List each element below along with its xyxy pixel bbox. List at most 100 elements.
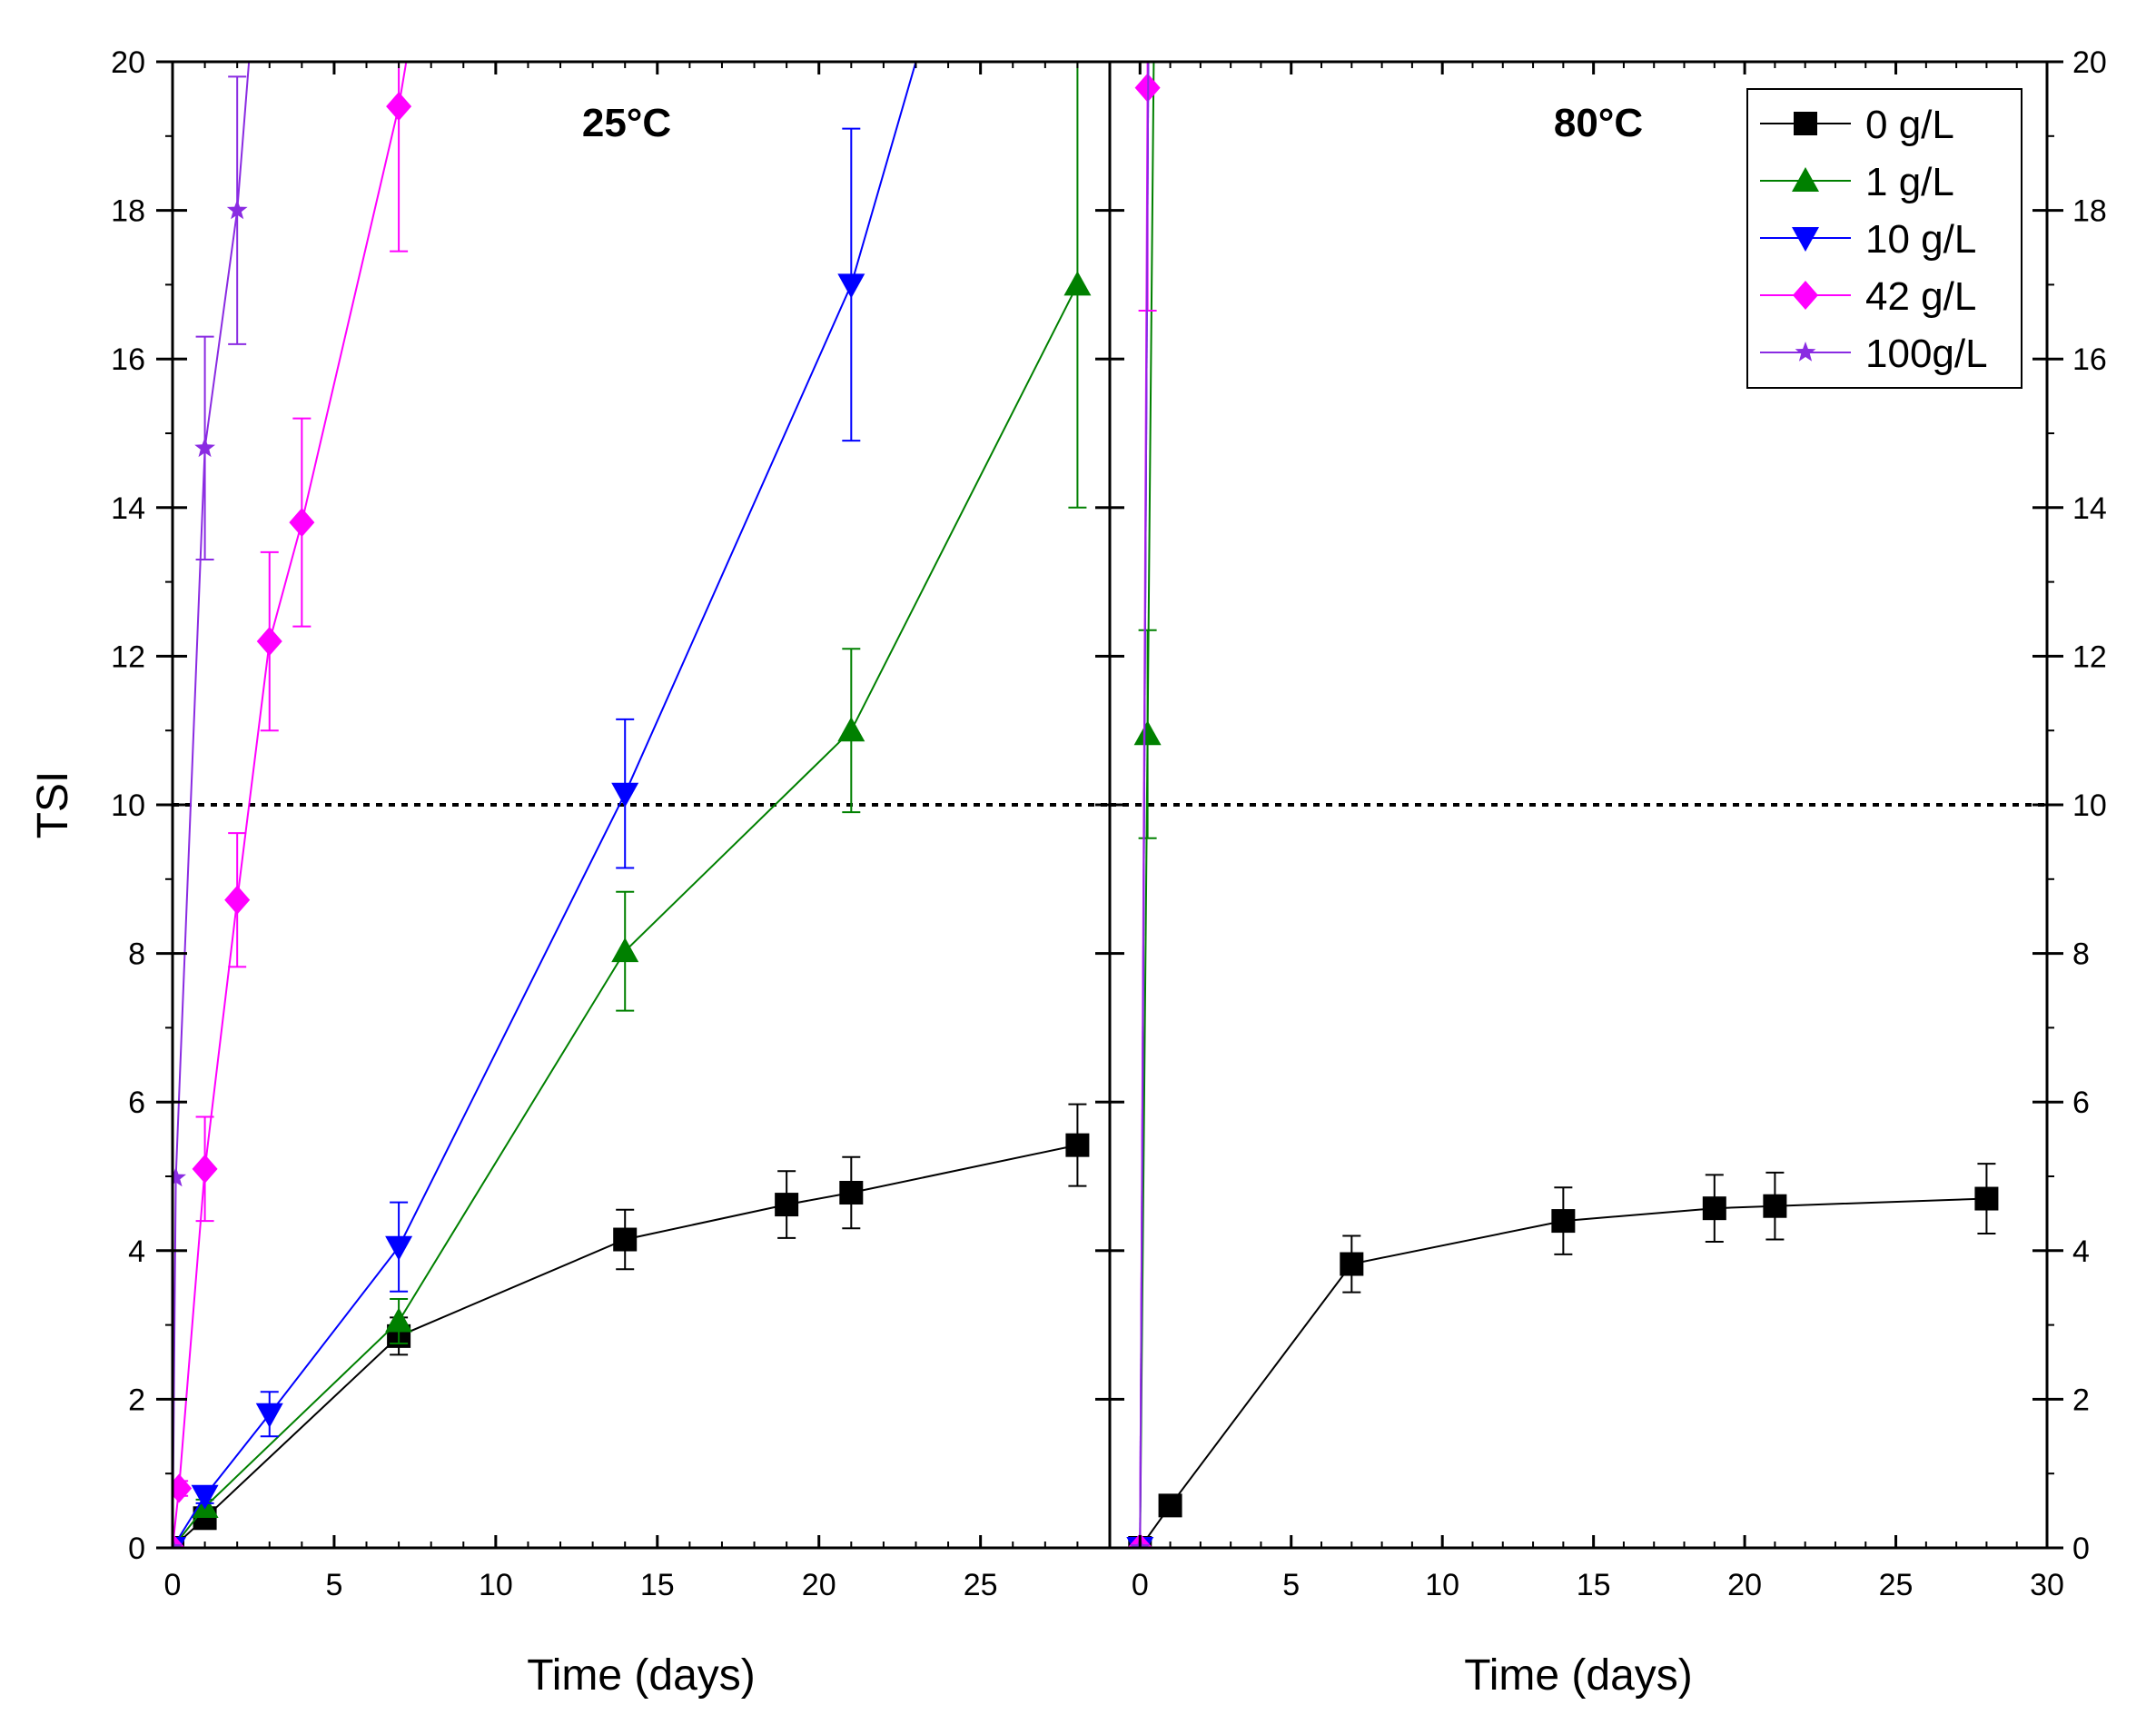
x-tick-label: 25 — [964, 1568, 998, 1602]
y-tick-label: 0 — [128, 1532, 145, 1566]
data-point — [173, 1473, 193, 1503]
y-axis: 0 0 2 2 4 4 6 6 8 8 10 10 12 12 14 14 16 16 18 18 20 20 TSI — [29, 45, 2107, 1566]
y-tick-label-right: 20 — [2072, 45, 2107, 80]
data-point — [173, 1537, 183, 1548]
x-axis-title: Time (days) — [527, 1651, 756, 1700]
data-point — [385, 1235, 413, 1261]
y-tick-label-right: 16 — [2072, 342, 2107, 377]
x-tick-label: 0 — [1132, 1568, 1149, 1602]
series-line — [173, 62, 408, 1548]
x-axis-title: Time (days) — [1464, 1651, 1693, 1700]
legend-marker — [1793, 281, 1818, 310]
data-point — [837, 273, 865, 299]
series-10gl — [173, 62, 917, 1548]
data-point — [256, 627, 282, 657]
y-tick-label-right: 18 — [2072, 194, 2107, 229]
data-point — [1551, 1209, 1576, 1234]
series-group — [173, 62, 1092, 1548]
y-tick-label: 12 — [111, 639, 145, 674]
panel-title: 80°C — [1554, 101, 1643, 145]
panel-title: 25°C — [582, 101, 671, 145]
series-10gl — [1126, 62, 1154, 1548]
x-tick-label: 15 — [1577, 1568, 1611, 1602]
series-group — [1126, 62, 1999, 1548]
legend-marker — [1792, 167, 1819, 192]
y-tick-label: 16 — [111, 342, 145, 377]
y-tick-label: 2 — [128, 1383, 145, 1417]
y-tick-label: 4 — [128, 1234, 145, 1269]
y-tick-label-right: 2 — [2072, 1383, 2090, 1417]
series-1gl — [173, 62, 1092, 1548]
data-point — [775, 1193, 799, 1217]
series-42gl — [173, 62, 412, 1548]
data-point — [1974, 1186, 1999, 1211]
y-tick-label: 18 — [111, 194, 145, 229]
legend-label: 42 g/L — [1865, 274, 1976, 319]
legend-label: 10 g/L — [1865, 217, 1976, 262]
y-tick-label: 6 — [128, 1086, 145, 1120]
legend: 0 g/L 1 g/L 10 g/L 42 g/L 100g/L — [1746, 88, 2022, 389]
data-point — [194, 437, 215, 458]
legend-marker — [1794, 112, 1817, 135]
data-point — [611, 937, 639, 963]
legend-label: 1 g/L — [1865, 160, 1954, 204]
y-tick-label-right: 8 — [2072, 937, 2090, 972]
x-tick-label: 25 — [1879, 1568, 1914, 1602]
y-tick-label-right: 4 — [2072, 1234, 2090, 1269]
y-tick-label: 8 — [128, 937, 145, 972]
series-0gl — [173, 1103, 1090, 1548]
x-tick-label: 0 — [164, 1568, 182, 1602]
panel-25c: 0 5 10 15 20 25 25°C Time (days) — [164, 60, 1112, 1700]
x-tick-label: 5 — [1282, 1568, 1300, 1602]
legend-marker — [1795, 342, 1816, 362]
x-tick-label: 20 — [802, 1568, 836, 1602]
data-point — [611, 782, 639, 808]
y-tick-label: 14 — [111, 491, 145, 526]
data-point — [224, 885, 251, 915]
y-tick-label: 20 — [111, 45, 145, 80]
y-tick-label-right: 0 — [2072, 1532, 2090, 1566]
data-point — [837, 717, 865, 742]
y-tick-label-right: 6 — [2072, 1086, 2090, 1120]
data-point — [289, 508, 315, 538]
data-point — [839, 1180, 864, 1204]
x-tick-label: 10 — [1425, 1568, 1459, 1602]
data-point — [1133, 720, 1162, 746]
data-point — [173, 1533, 185, 1548]
data-point — [1065, 1133, 1090, 1157]
series-line — [173, 62, 251, 1548]
y-tick-label-right: 14 — [2072, 491, 2107, 526]
data-point — [386, 92, 412, 122]
y-tick-label-right: 10 — [2072, 788, 2107, 823]
series-line — [1139, 62, 1150, 1548]
y-tick-label-right: 12 — [2072, 639, 2107, 674]
data-point — [613, 1227, 638, 1252]
x-tick-label: 30 — [2030, 1568, 2064, 1602]
data-point — [226, 199, 248, 220]
series-line — [173, 62, 917, 1548]
data-point — [1702, 1196, 1726, 1221]
data-point — [255, 1403, 283, 1428]
x-tick-label: 5 — [325, 1568, 342, 1602]
data-point — [385, 1307, 413, 1333]
y-axis-title: TSI — [29, 771, 77, 839]
x-tick-label: 15 — [640, 1568, 675, 1602]
y-tick-label: 10 — [111, 788, 145, 823]
legend-marker — [1792, 227, 1819, 252]
x-tick-label: 10 — [479, 1568, 513, 1602]
data-point — [1340, 1252, 1364, 1276]
series-line — [173, 1144, 1078, 1548]
data-point — [191, 1484, 219, 1510]
x-tick-label: 20 — [1727, 1568, 1762, 1602]
data-point — [1763, 1194, 1787, 1218]
series-100gl — [173, 62, 251, 1548]
data-point — [1063, 271, 1092, 296]
data-point — [173, 1166, 186, 1187]
data-point — [1158, 1493, 1182, 1518]
legend-label: 100g/L — [1865, 332, 1988, 376]
panel-80c: 0 5 10 15 20 25 30 80°C Time (days) — [1108, 60, 2064, 1700]
data-point — [192, 1154, 218, 1184]
series-0gl — [1128, 1163, 1999, 1548]
legend-label: 0 g/L — [1865, 103, 1954, 147]
